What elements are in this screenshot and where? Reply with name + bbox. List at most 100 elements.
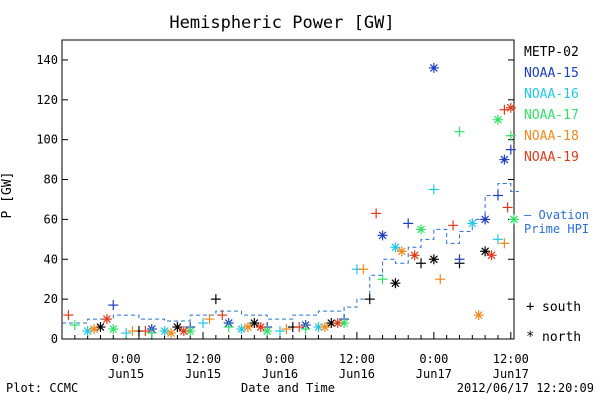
ovation-hpi-line [62,183,519,324]
data-point-noaa-16 [428,184,439,195]
data-point-noaa-15 [454,254,465,265]
x-axis-title: Date and Time [241,381,335,395]
data-point-noaa-16 [390,242,401,253]
data-point-noaa-19 [101,314,112,325]
plot-area [61,39,515,340]
footer-plot-label: Plot: CCMC [6,381,78,395]
y-tick-label: 60 [44,212,58,226]
data-point-noaa-19 [217,310,228,321]
data-point-noaa-16 [236,324,247,335]
data-point-noaa-17 [492,114,503,125]
data-point-noaa-17 [262,326,273,337]
x-tick-label: 12:00 [185,352,221,366]
data-point-noaa-19 [409,250,420,261]
data-point-noaa-17 [108,324,119,335]
footer-timestamp: 2012/06/17 12:20:09 [457,381,594,395]
y-axis: 0 20 40 60 80 100 120 140 [36,53,514,346]
y-tick-label: 120 [36,93,58,107]
data-point-noaa-18 [242,322,253,333]
data-point-noaa-18 [473,310,484,321]
marker-key-label: south [542,300,581,315]
data-point-metp-02 [210,294,221,305]
y-tick-label: 100 [36,133,58,147]
data-point-noaa-17 [223,322,234,333]
legend-item-noaa-15: NOAA-15 [524,66,579,81]
ovation-series [62,183,519,324]
legend-item-noaa-17: NOAA-17 [524,108,579,123]
legend-item-metp-02: METP-02 [524,45,579,60]
x-tick-date-label: Jun15 [185,367,221,381]
data-point-noaa-17 [300,324,311,335]
data-point-noaa-15 [377,230,388,241]
x-tick-date-label: Jun17 [416,367,452,381]
data-point-noaa-15 [505,144,516,155]
data-point-noaa-19 [294,322,305,333]
data-point-noaa-16 [198,318,209,329]
y-tick-label: 0 [51,332,58,346]
data-point-metp-02 [416,258,427,269]
x-tick-date-label: Jun16 [339,367,375,381]
data-point-noaa-16 [492,234,503,245]
x-tick-date-label: Jun16 [262,367,298,381]
y-tick-label: 140 [36,53,58,67]
data-point-noaa-18 [435,274,446,285]
y-axis-title: P [GW] [0,172,15,219]
data-point-noaa-15 [480,214,491,225]
data-point-noaa-15 [492,190,503,201]
legend-item-noaa-16: NOAA-16 [524,87,579,102]
data-point-metp-02 [390,278,401,289]
y-tick-label: 40 [44,252,58,266]
data-point-noaa-15 [108,300,119,311]
data-point-noaa-15 [403,218,414,229]
data-point-noaa-17 [509,214,519,225]
data-point-noaa-19 [486,250,497,261]
data-point-noaa-15 [428,62,439,73]
legend-item-noaa-19: NOAA-19 [524,150,579,165]
data-point-noaa-16 [313,322,324,333]
data-point-noaa-18 [89,324,100,335]
data-point-noaa-16 [467,218,478,229]
data-point-noaa-18 [396,246,407,257]
ovation-legend-line1: — Ovation [524,208,589,222]
x-tick-date-label: Jun17 [493,367,529,381]
y-tick-label: 20 [44,292,58,306]
data-point-noaa-17 [146,328,157,339]
data-point-noaa-18 [319,322,330,333]
data-point-metp-02 [249,318,260,329]
data-point-noaa-19 [448,220,459,231]
data-points [63,62,519,339]
data-point-noaa-19 [371,208,382,219]
x-tick-label: 0:00 [266,352,295,366]
data-point-noaa-17 [454,126,465,137]
data-point-noaa-18 [499,238,510,249]
legend-item-noaa-18: NOAA-18 [524,129,579,144]
data-point-noaa-16 [82,326,93,337]
data-point-noaa-19 [505,102,516,113]
data-point-noaa-17 [69,320,80,331]
chart-title: Hemispheric Power [GW] [169,13,394,33]
data-point-noaa-17 [416,224,427,235]
data-point-noaa-18 [358,264,369,275]
data-point-noaa-19 [63,310,74,321]
marker-key: + south * north [526,299,581,345]
marker-key-symbol: + [526,299,534,315]
data-point-metp-02 [95,322,106,333]
data-point-noaa-16 [121,328,132,339]
ovation-legend-line2: Prime HPI [524,222,589,236]
data-point-noaa-19 [140,326,151,337]
data-point-noaa-18 [165,328,176,339]
x-tick-label: 12:00 [493,352,529,366]
x-tick-label: 0:00 [112,352,141,366]
x-tick-date-label: Jun15 [108,367,144,381]
data-point-noaa-18 [127,326,138,337]
data-point-noaa-19 [178,326,189,337]
x-tick-label: 12:00 [339,352,375,366]
data-point-metp-02 [480,246,491,257]
data-point-metp-02 [172,322,183,333]
data-point-noaa-19 [499,104,510,115]
data-point-noaa-15 [499,154,510,165]
data-point-noaa-19 [332,318,343,329]
data-point-noaa-19 [502,202,513,213]
